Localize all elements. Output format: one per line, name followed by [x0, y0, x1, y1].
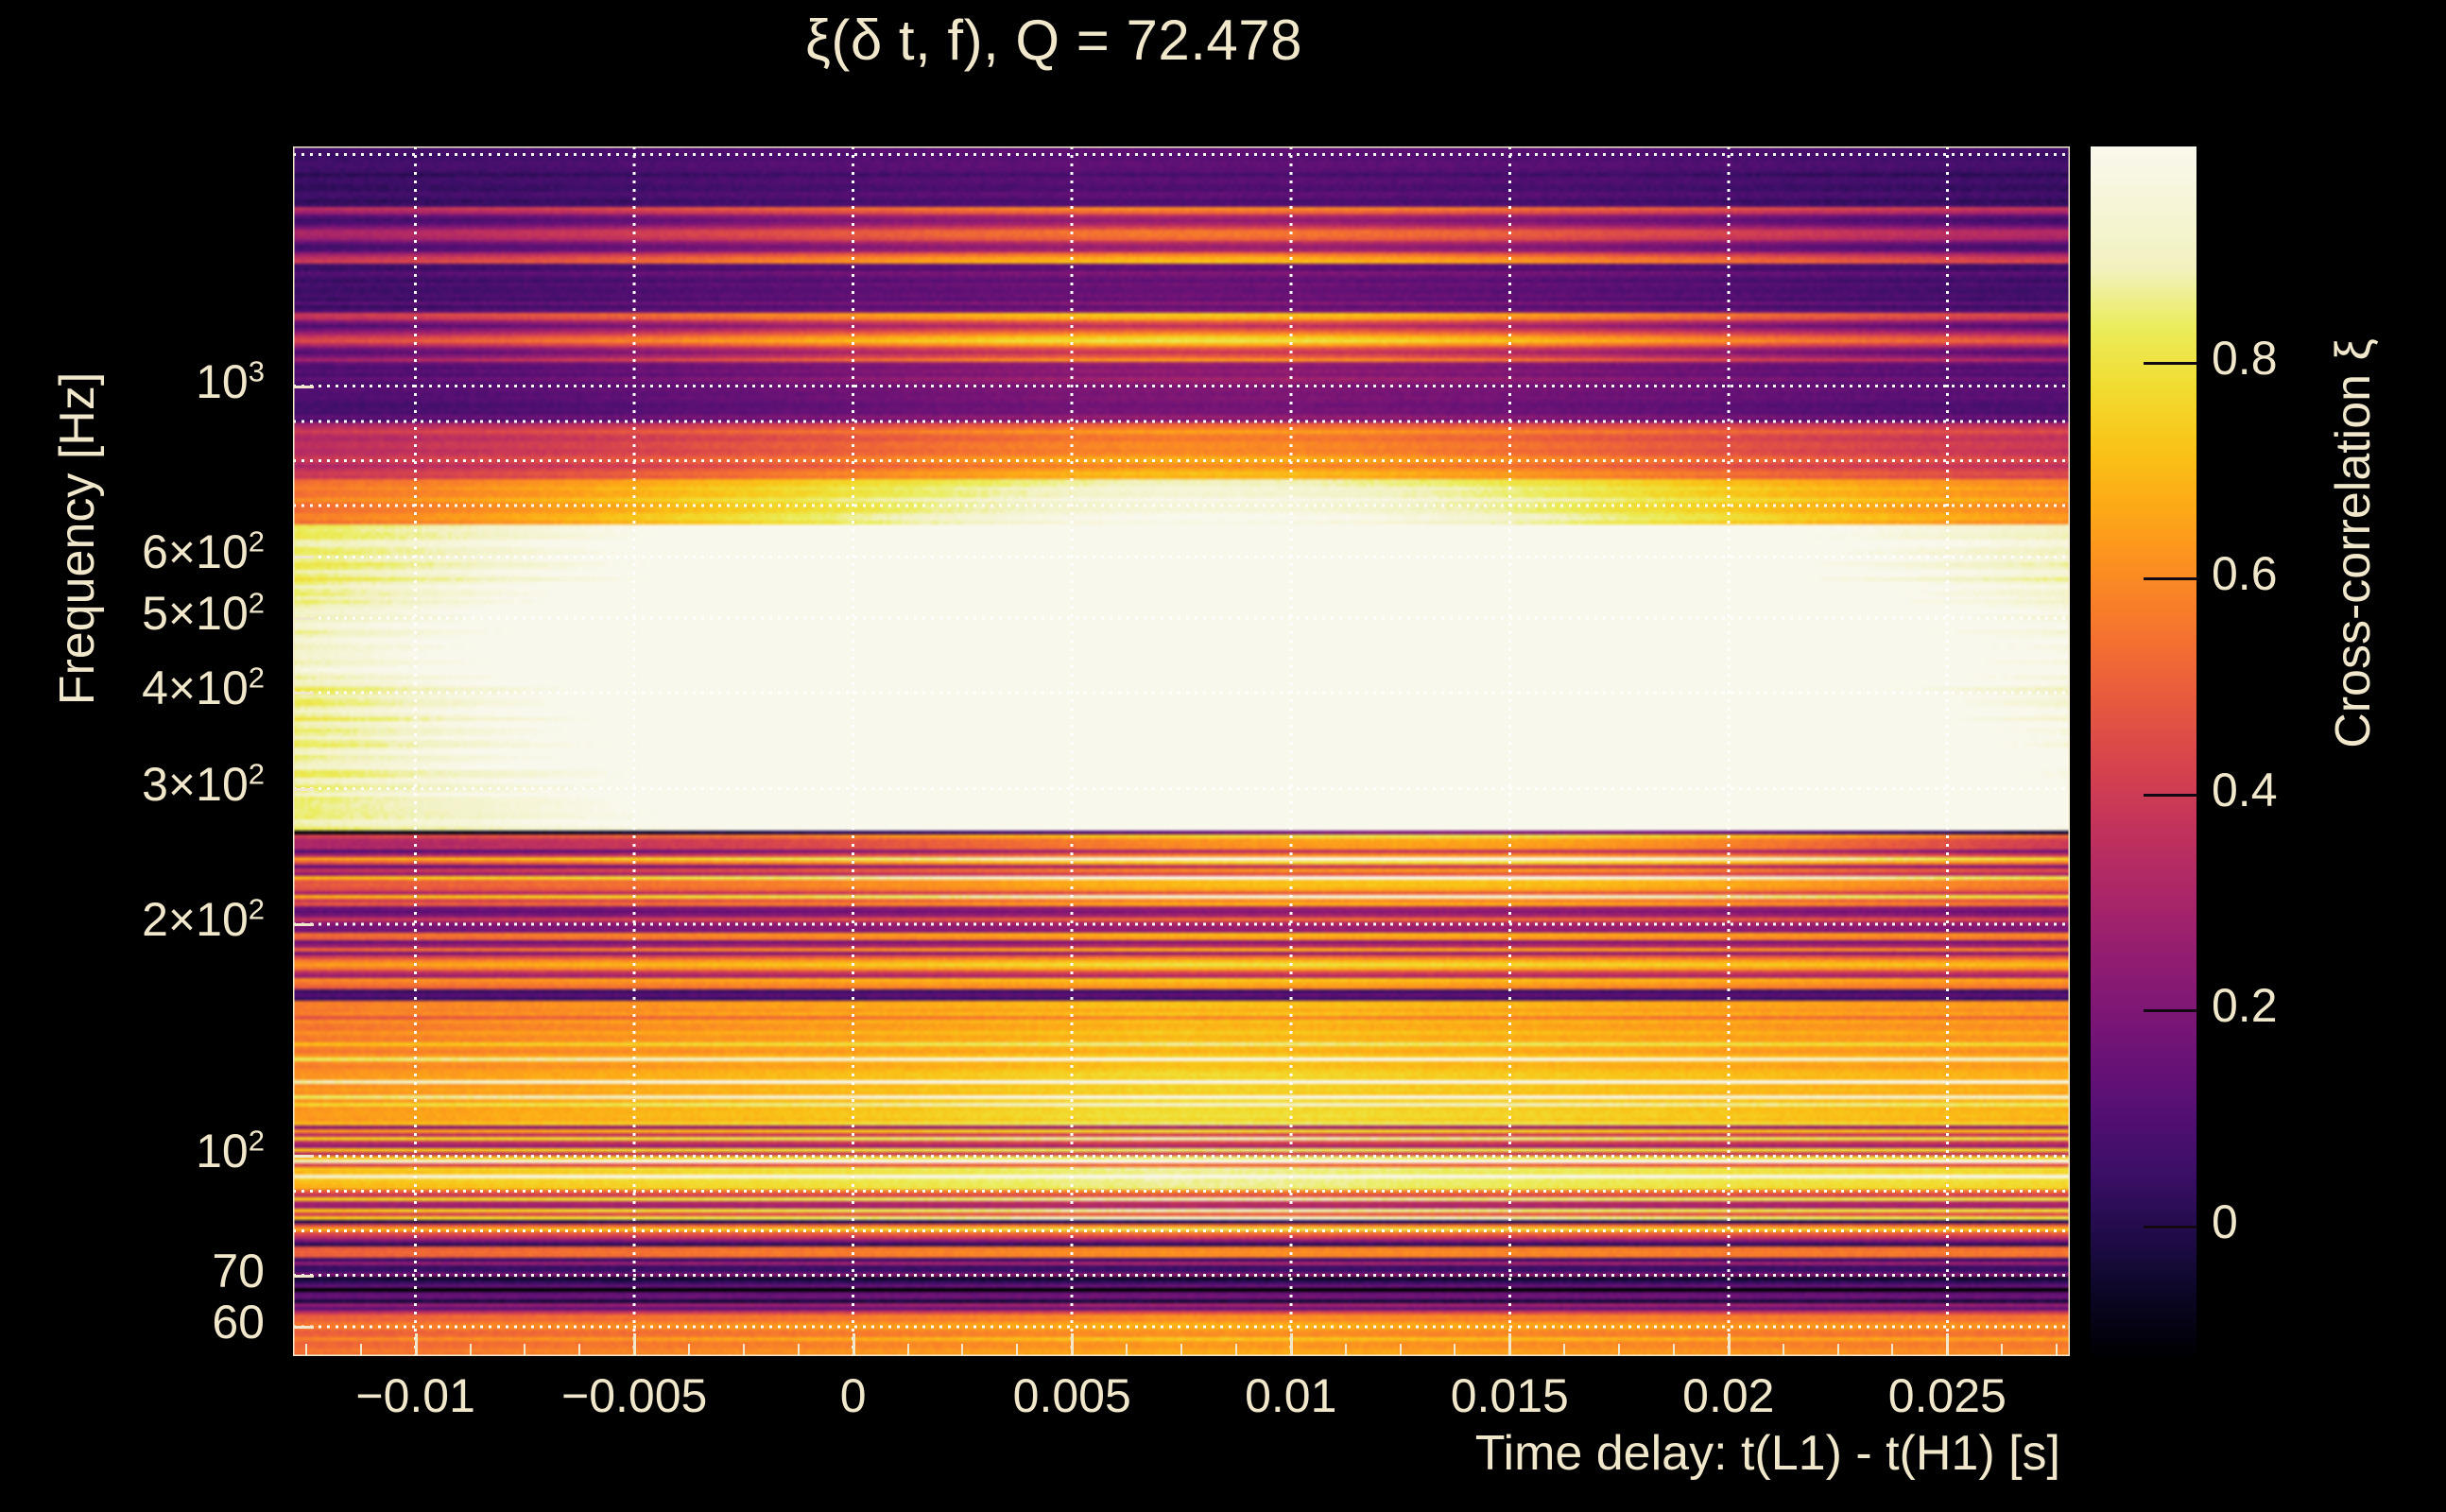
colorbar-tick-mark — [2144, 361, 2196, 365]
y-tick-label-500: 5×102 — [142, 586, 265, 640]
colorbar-tick-mark — [2144, 1225, 2196, 1228]
colorbar-tick-label: 0.8 — [2212, 331, 2278, 385]
colorbar[interactable] — [2091, 146, 2196, 1356]
colorbar-tick-label: 0 — [2212, 1194, 2238, 1248]
x-tick-label: −0.01 — [355, 1369, 475, 1422]
y-tick-label-70: 70 — [212, 1244, 265, 1297]
colorbar-tick-label: 0.6 — [2212, 547, 2278, 601]
x-minor-tick-mark — [1234, 1344, 1237, 1356]
y-tick-mark — [293, 1155, 314, 1159]
y-tick-mark — [293, 616, 314, 620]
y-tick-label-300: 3×102 — [142, 757, 265, 811]
x-minor-tick-mark — [524, 1344, 526, 1356]
x-minor-tick-mark — [1782, 1344, 1784, 1356]
colorbar-title: Cross-correlation ξ — [2326, 338, 2381, 748]
x-axis-title: Time delay: t(L1) - t(H1) [s] — [1474, 1426, 2060, 1481]
colorbar-gradient — [2091, 146, 2196, 1356]
x-minor-tick-mark — [1563, 1344, 1566, 1356]
x-minor-tick-mark — [1618, 1344, 1621, 1356]
y-tick-label-1000: 103 — [196, 354, 265, 408]
colorbar-tick-mark — [2144, 1009, 2196, 1013]
y-tick-mark — [293, 691, 314, 695]
x-minor-tick-mark — [1672, 1344, 1675, 1356]
colorbar-tick-label: 0.2 — [2212, 979, 2278, 1033]
page-title: ξ(δ t, f), Q = 72.478 — [805, 9, 1302, 72]
x-minor-tick-mark — [961, 1344, 964, 1356]
heatmap-image — [293, 146, 2070, 1356]
x-tick-label: 0.015 — [1450, 1369, 1569, 1422]
x-minor-tick-mark — [1454, 1344, 1456, 1356]
colorbar-tick-label: 0.4 — [2212, 763, 2278, 816]
x-minor-tick-mark — [1344, 1344, 1347, 1356]
x-minor-tick-mark — [578, 1344, 581, 1356]
colorbar-tick-mark — [2144, 577, 2196, 581]
y-tick-mark — [293, 1326, 314, 1330]
x-minor-tick-mark — [633, 1344, 636, 1356]
x-minor-tick-mark — [1727, 1344, 1730, 1356]
y-tick-label-60: 60 — [212, 1296, 265, 1349]
x-tick-label: 0.02 — [1682, 1369, 1775, 1422]
x-minor-tick-mark — [469, 1344, 472, 1356]
x-minor-tick-mark — [1399, 1344, 1402, 1356]
x-tick-label: 0.01 — [1245, 1369, 1337, 1422]
x-minor-tick-mark — [797, 1344, 800, 1356]
y-tick-mark — [293, 923, 314, 927]
y-tick-label-600: 6×102 — [142, 524, 265, 579]
x-tick-label: 0 — [839, 1369, 867, 1422]
x-minor-tick-mark — [1836, 1344, 1839, 1356]
x-minor-tick-mark — [1016, 1344, 1019, 1356]
y-tick-label-400: 4×102 — [142, 661, 265, 714]
x-minor-tick-mark — [688, 1344, 691, 1356]
x-minor-tick-mark — [2001, 1344, 2004, 1356]
x-minor-tick-mark — [2056, 1344, 2058, 1356]
x-minor-tick-mark — [1946, 1344, 1949, 1356]
colorbar-tick-mark — [2144, 793, 2196, 797]
x-minor-tick-mark — [359, 1344, 362, 1356]
x-minor-tick-mark — [852, 1344, 854, 1356]
x-minor-tick-mark — [906, 1344, 909, 1356]
y-tick-label-100: 102 — [196, 1124, 265, 1178]
x-minor-tick-mark — [1289, 1344, 1292, 1356]
x-minor-tick-mark — [1891, 1344, 1894, 1356]
x-tick-label: 0.025 — [1887, 1369, 2007, 1422]
x-minor-tick-mark — [1126, 1344, 1128, 1356]
y-tick-mark — [293, 787, 314, 791]
y-tick-mark — [293, 385, 314, 388]
y-tick-mark — [293, 1274, 314, 1278]
x-minor-tick-mark — [414, 1344, 417, 1356]
y-tick-label-200: 2×102 — [142, 892, 265, 947]
x-minor-tick-mark — [742, 1344, 745, 1356]
x-minor-tick-mark — [1180, 1344, 1182, 1356]
x-minor-tick-mark — [1508, 1344, 1511, 1356]
x-minor-tick-mark — [304, 1344, 307, 1356]
x-tick-label: 0.005 — [1012, 1369, 1131, 1422]
y-tick-mark — [293, 556, 314, 559]
x-tick-label: −0.005 — [561, 1369, 708, 1422]
spectrogram-plot-area[interactable] — [293, 146, 2070, 1356]
x-minor-tick-mark — [1071, 1344, 1074, 1356]
